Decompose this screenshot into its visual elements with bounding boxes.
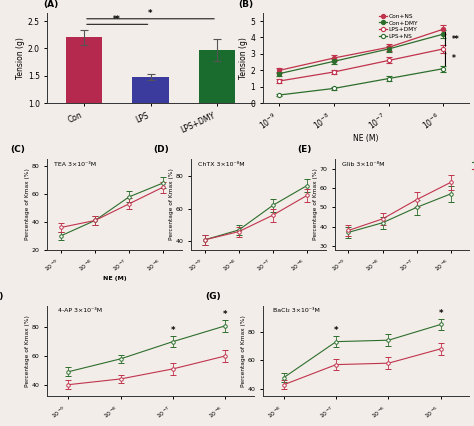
Y-axis label: Percentage of Kmax (%): Percentage of Kmax (%) <box>241 315 246 387</box>
Text: *: * <box>148 9 153 18</box>
Y-axis label: Tension (g): Tension (g) <box>16 37 25 79</box>
Text: *: * <box>171 326 175 335</box>
Text: 4-AP 3×10⁻³M: 4-AP 3×10⁻³M <box>58 308 102 314</box>
Y-axis label: Percentage of Kmax (%): Percentage of Kmax (%) <box>313 169 318 240</box>
Bar <box>66 37 102 158</box>
Y-axis label: Tension (g): Tension (g) <box>239 37 248 79</box>
Bar <box>199 50 236 158</box>
Text: (C): (C) <box>10 145 25 154</box>
Legend: LPS+DMY, LPS: LPS+DMY, LPS <box>470 158 474 174</box>
Text: TEA 3×10⁻³M: TEA 3×10⁻³M <box>54 162 96 167</box>
X-axis label: NE (M): NE (M) <box>354 133 379 143</box>
Text: (F): (F) <box>0 291 4 300</box>
Text: (G): (G) <box>205 291 221 300</box>
Text: (B): (B) <box>238 0 254 9</box>
Text: *: * <box>223 310 228 319</box>
Y-axis label: Percentage of Kmax (%): Percentage of Kmax (%) <box>26 315 30 387</box>
Text: (D): (D) <box>154 145 169 154</box>
Text: **: ** <box>452 35 459 43</box>
Text: **: ** <box>113 15 121 24</box>
Legend: Con+NS, Con+DMY, LPS+DMY, LPS+NS: Con+NS, Con+DMY, LPS+DMY, LPS+NS <box>377 12 420 41</box>
Text: *: * <box>334 326 338 335</box>
Text: Glib 3×10⁻⁸M: Glib 3×10⁻⁸M <box>342 162 384 167</box>
Text: (E): (E) <box>297 145 311 154</box>
Text: BaCl₂ 3×10⁻³M: BaCl₂ 3×10⁻³M <box>273 308 320 314</box>
Y-axis label: Percentage of Kmax (%): Percentage of Kmax (%) <box>26 169 30 240</box>
X-axis label: NE (M): NE (M) <box>103 276 127 281</box>
Text: (A): (A) <box>43 0 58 9</box>
Y-axis label: Percentage of Kmax (%): Percentage of Kmax (%) <box>169 169 174 240</box>
Text: *: * <box>452 54 456 63</box>
Bar <box>132 77 169 158</box>
Text: ChTX 3×10⁻⁸M: ChTX 3×10⁻⁸M <box>198 162 245 167</box>
Text: *: * <box>438 309 443 318</box>
